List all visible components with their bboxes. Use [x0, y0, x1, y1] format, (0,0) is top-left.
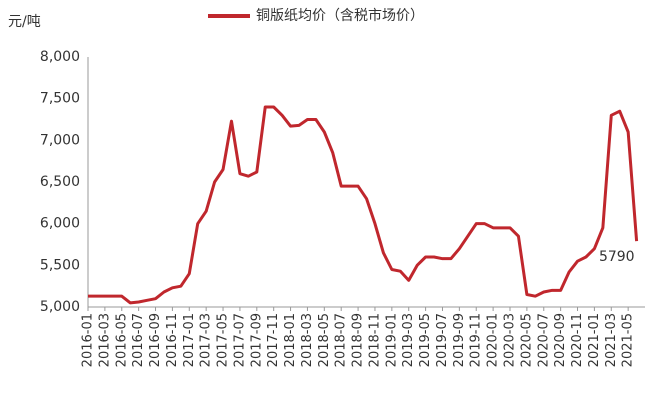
- x-tick-label: 2019-07: [435, 313, 450, 367]
- x-tick-label: 2018-01: [283, 313, 298, 367]
- y-unit: 元/吨: [8, 14, 41, 30]
- x-tick-label: 2016-11: [165, 313, 180, 367]
- x-tick-label: 2016-07: [131, 313, 146, 367]
- x-tick-label: 2020-09: [553, 313, 568, 367]
- y-tick-label: 7,000: [40, 132, 80, 148]
- x-tick-label: 2016-05: [114, 313, 129, 367]
- x-tick-label: 2020-03: [503, 313, 518, 367]
- x-tick-label: 2017-01: [182, 313, 197, 367]
- x-tick-label: 2020-11: [570, 313, 585, 367]
- x-tick-label: 2018-05: [317, 313, 332, 367]
- x-tick-label: 2016-01: [81, 313, 96, 367]
- y-tick-label: 8,000: [40, 49, 80, 65]
- y-tick-label: 6,500: [40, 174, 80, 190]
- x-tick-label: 2019-05: [418, 313, 433, 367]
- x-tick-label: 2018-07: [334, 313, 349, 367]
- legend-label: 铜版纸均价（含税市场价）: [256, 7, 424, 24]
- y-tick-label: 6,000: [40, 216, 80, 232]
- x-tick-label: 2019-01: [384, 313, 399, 367]
- x-tick-label: 2020-05: [519, 313, 534, 367]
- y-tick-label: 5,000: [40, 299, 80, 315]
- y-tick-label: 7,500: [40, 91, 80, 107]
- x-tick-label: 2020-07: [536, 313, 551, 367]
- x-tick-label: 2018-11: [367, 313, 382, 367]
- x-tick-label: 2021-03: [604, 313, 619, 367]
- x-tick-label: 2017-05: [216, 313, 231, 367]
- x-tick-label: 2019-11: [469, 313, 484, 367]
- x-tick-label: 2018-09: [351, 313, 366, 367]
- x-tick-label: 2017-11: [266, 313, 281, 367]
- x-tick-label: 2017-09: [249, 313, 264, 367]
- x-tick-label: 2019-03: [401, 313, 416, 367]
- x-tick-label: 2020-01: [486, 313, 501, 367]
- x-tick-label: 2018-03: [300, 313, 315, 367]
- x-tick-label: 2019-09: [452, 313, 467, 367]
- data-label: 5790: [599, 249, 635, 265]
- x-tick-label: 2021-01: [587, 313, 602, 367]
- x-tick-label: 2016-09: [148, 313, 163, 367]
- x-tick-label: 2017-03: [199, 313, 214, 367]
- x-tick-label: 2016-03: [97, 313, 112, 367]
- y-tick-label: 5,500: [40, 257, 80, 273]
- x-tick-label: 2017-07: [232, 313, 247, 367]
- x-tick-label: 2021-05: [621, 313, 636, 367]
- line: [88, 105, 639, 305]
